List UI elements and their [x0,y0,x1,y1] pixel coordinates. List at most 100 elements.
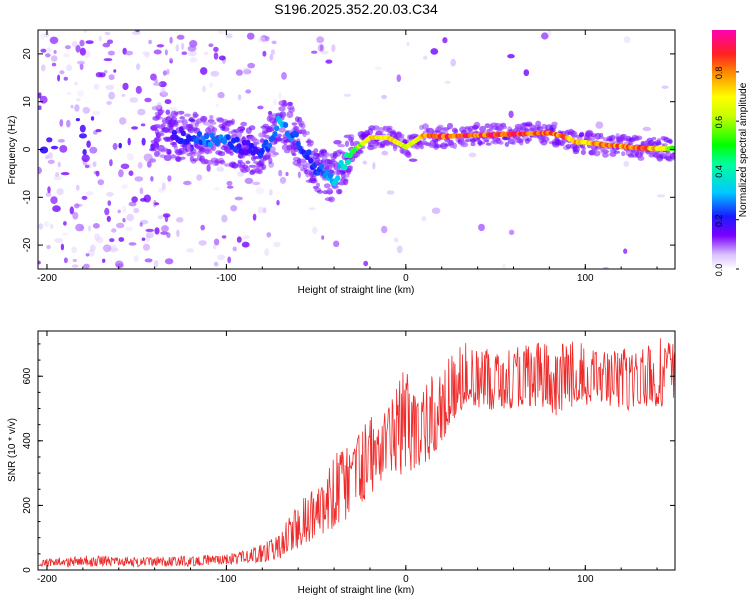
spectrogram-halo-cell [173,145,178,151]
spectrogram-halo-cell [498,141,504,145]
spectrogram-halo-cell [161,119,169,123]
spectrogram-halo-cell [422,123,429,130]
spectrogram-noise-cell [77,90,84,97]
spectrogram-noise-cell [106,215,111,222]
spectrogram-noise-cell [82,149,87,156]
spectrogram-xtick-label: -200 [37,273,57,284]
spectrogram-noise-cell [175,44,180,52]
spectrogram-halo-cell [504,142,510,147]
spectrogram-halo-cell [323,183,331,189]
spectrogram-noise-cell [109,159,113,167]
snr-ytick-label: 200 [22,497,33,514]
spectrogram-halo-cell [478,141,485,145]
spectrogram-halo-cell [335,188,343,195]
spectrogram-noise-cell [321,235,325,240]
spectrogram-noise-cell [278,169,283,177]
spectrogram-noise-cell [316,36,325,44]
spectrogram-ridge-cell [293,131,299,138]
spectrogram-halo-cell [199,147,206,153]
spectrogram-noise-cell [213,238,220,246]
spectrogram-noise-cell [431,207,441,214]
spectrogram-halo-cell [343,178,349,186]
spectrogram-noise-cell [213,46,219,53]
spectrogram-halo-cell [244,166,250,173]
colorbar-gradient [712,30,736,269]
spectrogram-noise-cell [125,226,133,232]
spectrogram-noise-cell [69,206,75,215]
spectrogram-halo-cell [371,125,380,131]
spectrogram-ridge-cell [257,152,264,159]
spectrogram-halo-cell [580,144,586,149]
spectrogram-halo-cell [371,145,378,150]
spectrogram-noise-cell [200,224,205,231]
spectrogram-halo-cell [179,110,185,115]
spectrogram-noise-cell [244,177,254,184]
spectrogram-noise-cell [82,106,91,114]
spectrogram-noise-cell [108,74,115,81]
spectrogram-noise-cell [52,205,61,213]
spectrogram-noise-cell [135,30,140,33]
spectrogram-noise-cell [43,221,50,227]
spectrogram-noise-cell [247,62,256,69]
spectrogram-noise-cell [75,118,80,122]
spectrogram-halo-cell [154,128,160,135]
spectrogram-noise-cell [81,195,88,200]
spectrogram-noise-cell [74,104,80,112]
spectrogram-halo-cell [245,160,251,165]
spectrogram-noise-cell [54,238,64,243]
spectrogram-noise-cell [46,137,53,143]
spectrogram-noise-cell [206,164,211,172]
spectrogram-noise-cell [38,223,44,230]
spectrogram-noise-cell [102,244,112,253]
spectrogram-halo-cell [160,109,165,114]
spectrogram-halo-cell [200,115,208,122]
spectrogram-ridge-cell [196,131,203,137]
spectrogram-noise-cell [252,213,257,221]
spectrogram-noise-cell [363,260,369,267]
colorbar-tick-label: 0.8 [714,67,724,80]
spectrogram-halo-cell [300,123,306,129]
spectrogram-noise-cell [252,181,261,186]
spectrogram-halo-cell [551,121,558,127]
spectrogram-noise-cell [149,158,157,163]
spectrogram-noise-cell [144,51,151,58]
spectrogram-ridge-cell [225,134,231,141]
spectrogram-halo-cell [541,136,550,143]
spectrogram-noise-cell [103,70,108,74]
spectrogram-noise-cell [57,161,61,168]
spectrogram-noise-cell [198,240,207,246]
spectrogram-halo-cell [308,140,315,146]
spectrogram-noise-cell [214,187,220,191]
colorbar-tick-label: 0.4 [714,165,724,178]
spectrogram-noise-cell [71,264,79,268]
spectrogram-noise-cell [105,84,115,90]
spectrogram-halo-cell [599,133,604,137]
spectrogram-noise-cell [226,180,233,186]
spectrogram-halo-cell [277,133,282,138]
colorbar-ticks: 0.0 0.2 0.4 0.6 0.8 [714,67,739,276]
spectrogram-noise-cell [167,175,172,182]
spectrogram-noise-cell [164,49,168,56]
spectrogram-noise-cell [141,51,151,56]
spectrogram-halo-cell [210,121,217,125]
spectrogram-halo-cell [620,133,627,139]
spectrogram-noise-cell [661,85,669,89]
spectrogram-halo-cell [181,119,188,126]
spectrogram-noise-cell [136,63,141,70]
spectrogram-halo-cell [350,140,354,147]
spectrogram-ridge-cell [272,131,278,137]
spectrogram-halo-cell [602,150,610,154]
spectrogram-noise-cell [269,54,274,61]
spectrogram-noise-cell [406,41,410,47]
spectrogram-noise-cell [94,233,100,241]
snr-xtick-label: -200 [37,574,57,585]
spectrogram-noise-cell [133,207,140,214]
spectrogram-noise-cell [53,50,57,54]
spectrogram-noise-cell [113,69,117,73]
spectrogram-ridge-cell [283,122,289,128]
spectrogram-noise-cell [97,179,105,186]
spectrogram-halo-cell [278,106,286,112]
colorbar-label: Normalized spectral amplitude [738,82,749,217]
spectrogram-noise-cell [227,256,232,264]
spectrogram-ridge-cell [207,141,213,148]
